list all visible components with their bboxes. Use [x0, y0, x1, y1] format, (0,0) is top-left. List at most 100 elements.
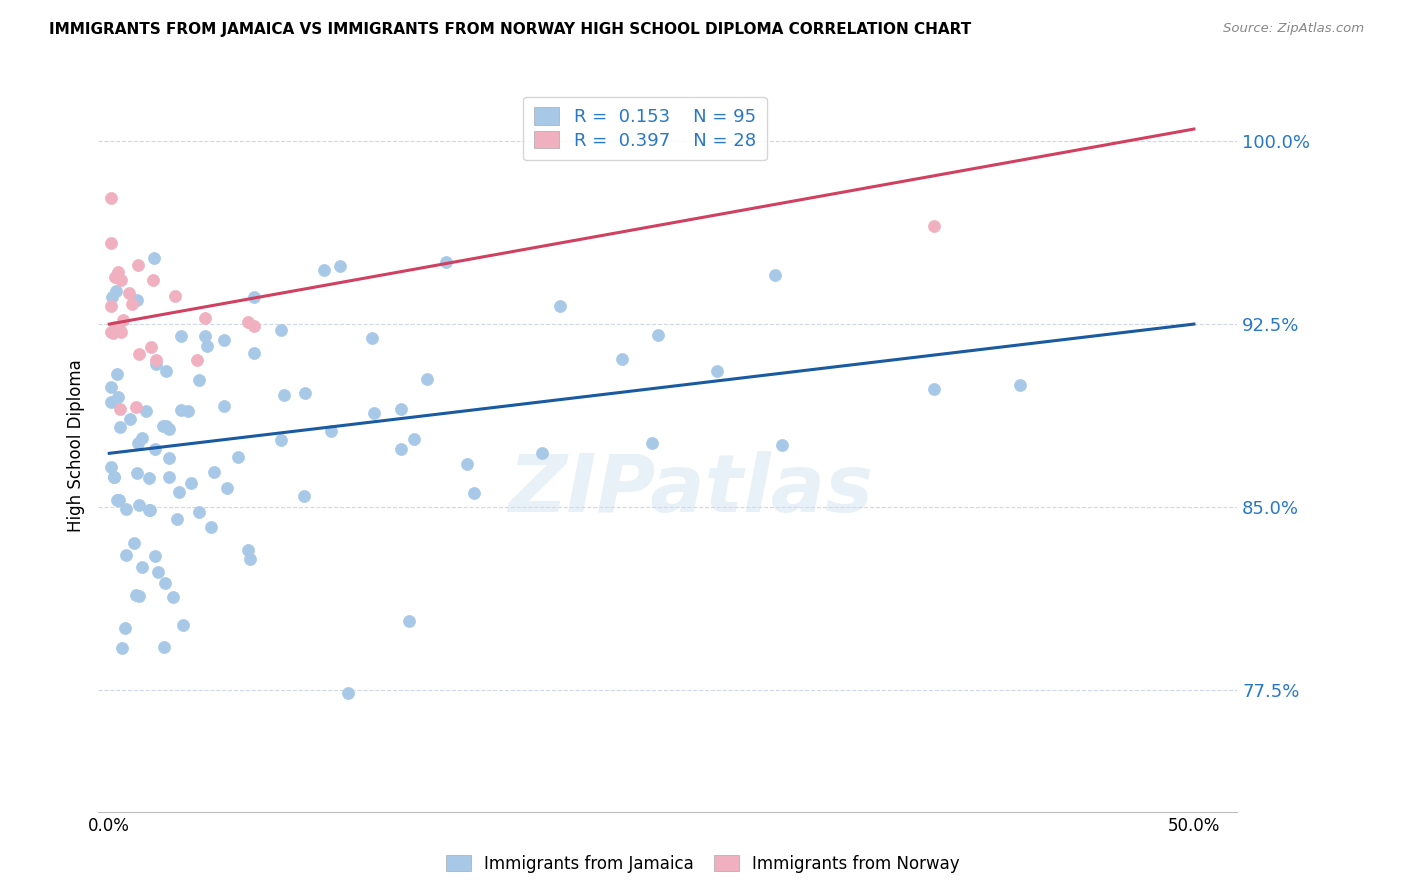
Point: [294, 386, 316, 401]
Point: [186, 353, 208, 368]
Point: [100, 380, 122, 394]
Point: [389, 442, 412, 457]
Point: [155, 419, 177, 434]
Point: [162, 590, 184, 604]
Point: [127, 258, 149, 272]
Point: [142, 273, 165, 287]
Y-axis label: High School Diploma: High School Diploma: [66, 359, 84, 533]
Point: [215, 482, 238, 496]
Point: [105, 284, 128, 298]
Text: Source: ZipAtlas.com: Source: ZipAtlas.com: [1223, 22, 1364, 36]
Legend: Immigrants from Jamaica, Immigrants from Norway: Immigrants from Jamaica, Immigrants from…: [439, 848, 967, 880]
Point: [128, 499, 150, 513]
Point: [531, 446, 554, 460]
Point: [125, 466, 148, 480]
Point: [170, 329, 193, 343]
Point: [706, 364, 728, 378]
Point: [100, 300, 122, 314]
Point: [236, 543, 259, 558]
Point: [118, 285, 141, 300]
Point: [100, 395, 122, 409]
Point: [138, 503, 160, 517]
Point: [167, 485, 190, 500]
Point: [135, 403, 157, 417]
Point: [108, 420, 131, 434]
Point: [139, 340, 162, 354]
Point: [177, 403, 200, 417]
Point: [125, 588, 148, 602]
Point: [214, 333, 236, 347]
Point: [270, 323, 292, 337]
Point: [125, 293, 148, 307]
Point: [107, 265, 129, 279]
Point: [363, 406, 385, 420]
Point: [770, 438, 793, 452]
Point: [110, 273, 132, 287]
Point: [108, 402, 131, 417]
Point: [647, 328, 669, 343]
Point: [243, 319, 266, 334]
Point: [148, 566, 170, 580]
Point: [415, 372, 437, 386]
Point: [550, 299, 572, 313]
Point: [194, 329, 217, 343]
Point: [152, 418, 174, 433]
Point: [124, 536, 146, 550]
Point: [128, 347, 150, 361]
Point: [434, 255, 457, 269]
Point: [127, 436, 149, 450]
Point: [103, 469, 125, 483]
Point: [610, 351, 633, 366]
Point: [226, 450, 249, 464]
Point: [131, 431, 153, 445]
Point: [153, 575, 176, 590]
Point: [108, 492, 131, 507]
Point: [329, 259, 352, 273]
Point: [166, 512, 188, 526]
Point: [200, 520, 222, 534]
Point: [170, 402, 193, 417]
Point: [157, 450, 180, 465]
Point: [100, 235, 122, 250]
Text: ZIPatlas: ZIPatlas: [508, 450, 873, 529]
Point: [312, 263, 335, 277]
Point: [763, 268, 786, 282]
Point: [238, 315, 260, 329]
Point: [922, 382, 945, 396]
Point: [111, 640, 134, 655]
Point: [389, 402, 412, 417]
Point: [239, 552, 262, 566]
Point: [114, 621, 136, 635]
Point: [100, 460, 122, 475]
Point: [153, 640, 176, 655]
Point: [321, 424, 343, 438]
Point: [202, 466, 225, 480]
Point: [139, 503, 162, 517]
Point: [111, 313, 134, 327]
Point: [463, 485, 485, 500]
Point: [107, 390, 129, 404]
Point: [145, 357, 167, 371]
Point: [143, 549, 166, 563]
Point: [110, 325, 132, 339]
Point: [243, 346, 266, 360]
Point: [145, 353, 167, 368]
Point: [180, 475, 202, 490]
Point: [128, 589, 150, 603]
Point: [292, 489, 315, 503]
Point: [360, 331, 382, 345]
Point: [118, 411, 141, 425]
Point: [103, 326, 125, 340]
Point: [115, 548, 138, 562]
Point: [456, 457, 478, 471]
Point: [404, 433, 426, 447]
Point: [131, 560, 153, 574]
Point: [172, 618, 194, 632]
Point: [121, 296, 143, 310]
Point: [157, 422, 180, 436]
Point: [212, 399, 235, 413]
Point: [100, 191, 122, 205]
Point: [142, 252, 165, 266]
Point: [195, 339, 218, 353]
Point: [165, 289, 187, 303]
